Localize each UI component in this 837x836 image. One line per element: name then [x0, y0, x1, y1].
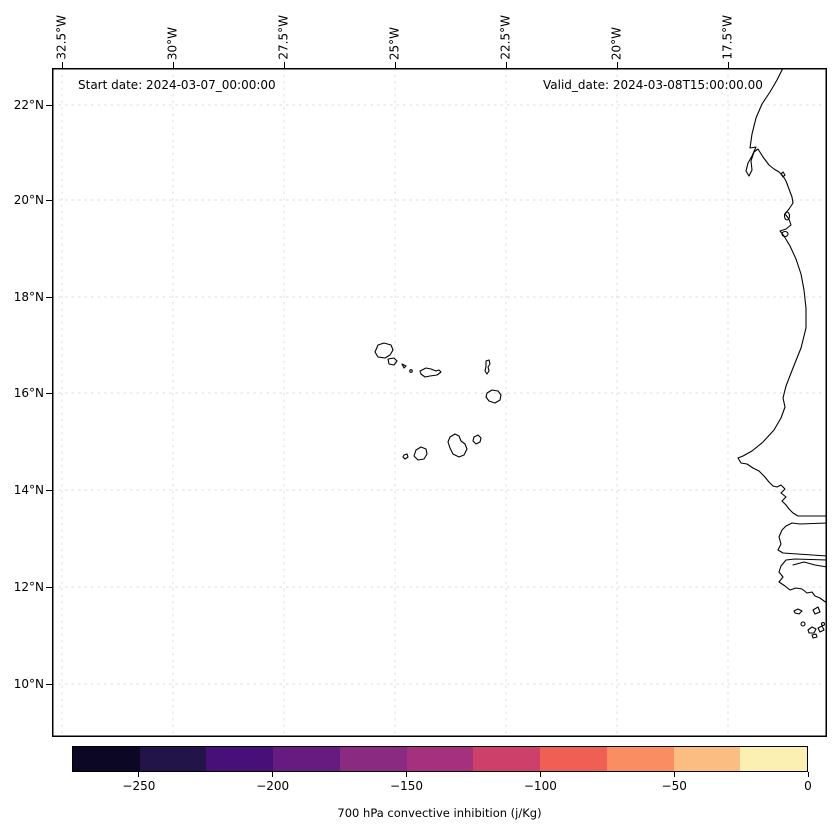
valid-date-annotation: Valid_date: 2024-03-08T15:00:00.00: [543, 78, 763, 92]
map-frame: [52, 68, 827, 737]
colorbar-tick-mark: [138, 772, 140, 777]
lat-tick-label: 16°N: [13, 386, 44, 400]
colorbar-tick-label: −200: [256, 779, 290, 793]
lon-tick-label: 22.5°W: [498, 15, 513, 60]
lat-tick-mark: [46, 104, 52, 106]
cape-verde-islands: [374, 342, 502, 461]
lon-tick-label: 27.5°W: [276, 15, 291, 60]
colorbar-segment: [139, 747, 207, 771]
lon-tick-mark: [283, 62, 285, 68]
lat-tick-mark: [46, 489, 52, 491]
colorbar-tick-mark: [406, 772, 408, 777]
colorbar-segment: [73, 747, 140, 771]
colorbar-segment: [473, 747, 541, 771]
colorbar-tick-label: −150: [390, 779, 424, 793]
lon-tick-mark: [616, 62, 618, 68]
islet: [780, 171, 786, 178]
colorbar-segment: [740, 747, 808, 771]
island-santa-luzia: [401, 363, 407, 369]
islet: [817, 625, 825, 633]
lat-tick-mark: [46, 392, 52, 394]
coastline-west-africa: [737, 68, 827, 517]
lon-tick-label: 25°W: [387, 26, 402, 60]
island-maio: [472, 434, 482, 445]
island-sao-vicente: [387, 357, 398, 366]
lon-tick-mark: [61, 62, 63, 68]
lat-tick-mark: [46, 683, 52, 685]
lon-tick-label: 17.5°W: [720, 15, 735, 60]
lat-tick-mark: [46, 586, 52, 588]
map-area: Start date: 2024-03-07_00:00:00 Valid_da…: [52, 68, 827, 737]
lat-tick-label: 22°N: [13, 98, 44, 112]
map-canvas: [52, 68, 827, 737]
colorbar-tick-label: −100: [523, 779, 557, 793]
island-sal: [484, 359, 491, 375]
island-fogo: [413, 446, 428, 461]
islet: [793, 608, 803, 615]
colorbar-segment: [273, 747, 340, 771]
island-boa-vista: [485, 389, 502, 404]
islet: [820, 621, 826, 627]
lon-tick-label: 32.5°W: [54, 15, 69, 60]
arguin-islets: [780, 171, 791, 238]
island-branco: [409, 369, 413, 373]
colorbar-ticks: −250 −200 −150 −100 −50 0: [72, 772, 812, 804]
lon-tick-mark: [505, 62, 507, 68]
island-brava: [402, 453, 409, 460]
colorbar-tick-mark: [272, 772, 274, 777]
lon-tick-label: 30°W: [165, 26, 180, 60]
island-santo-antao: [374, 342, 394, 359]
latitude-axis: 22°N 20°N 18°N 16°N 14°N 12°N 10°N: [0, 68, 52, 737]
river-cacheu: [792, 561, 827, 568]
lat-tick-label: 18°N: [13, 290, 44, 304]
colorbar-tick-mark: [673, 772, 675, 777]
colorbar-segment: [206, 747, 274, 771]
lat-tick-label: 14°N: [13, 483, 44, 497]
graticule-gridlines: [52, 68, 827, 737]
islet: [783, 211, 791, 221]
lon-tick-mark: [172, 62, 174, 68]
start-date-annotation: Start date: 2024-03-07_00:00:00: [78, 78, 276, 92]
colorbar-segment: [606, 747, 674, 771]
island-sao-nicolau: [419, 367, 442, 378]
longitude-axis: 32.5°W 30°W 27.5°W 25°W 22.5°W 20°W 17.5°W: [52, 0, 827, 68]
island-santiago: [447, 433, 468, 458]
islet: [811, 633, 818, 639]
colorbar-tick-label: −50: [661, 779, 687, 793]
colorbar-tick-label: −250: [122, 779, 156, 793]
islet: [812, 606, 821, 615]
colorbar-segment: [339, 747, 407, 771]
lon-tick-mark: [727, 62, 729, 68]
coastlines: [374, 68, 827, 639]
colorbar: [72, 746, 808, 772]
colorbar-tick-label: 0: [804, 779, 812, 793]
lon-tick-mark: [394, 62, 396, 68]
lat-tick-label: 10°N: [13, 677, 44, 691]
colorbar-segment: [406, 747, 474, 771]
coastline-gambia-to-casamance: [777, 522, 827, 557]
islet: [781, 230, 789, 238]
lat-tick-label: 20°N: [13, 193, 44, 207]
lat-tick-mark: [46, 296, 52, 298]
coastline-guinea-bissau: [778, 558, 827, 604]
islet: [800, 621, 806, 627]
bijagos-islands: [793, 606, 826, 639]
lat-tick-label: 12°N: [13, 580, 44, 594]
colorbar-tick-mark: [539, 772, 541, 777]
lat-tick-mark: [46, 199, 52, 201]
colorbar-segment: [673, 747, 741, 771]
colorbar-label: 700 hPa convective inhibition (j/Kg): [337, 806, 542, 820]
colorbar-segment: [540, 747, 607, 771]
islet: [807, 626, 817, 634]
lon-tick-label: 20°W: [609, 26, 624, 60]
colorbar-tick-mark: [807, 772, 809, 777]
